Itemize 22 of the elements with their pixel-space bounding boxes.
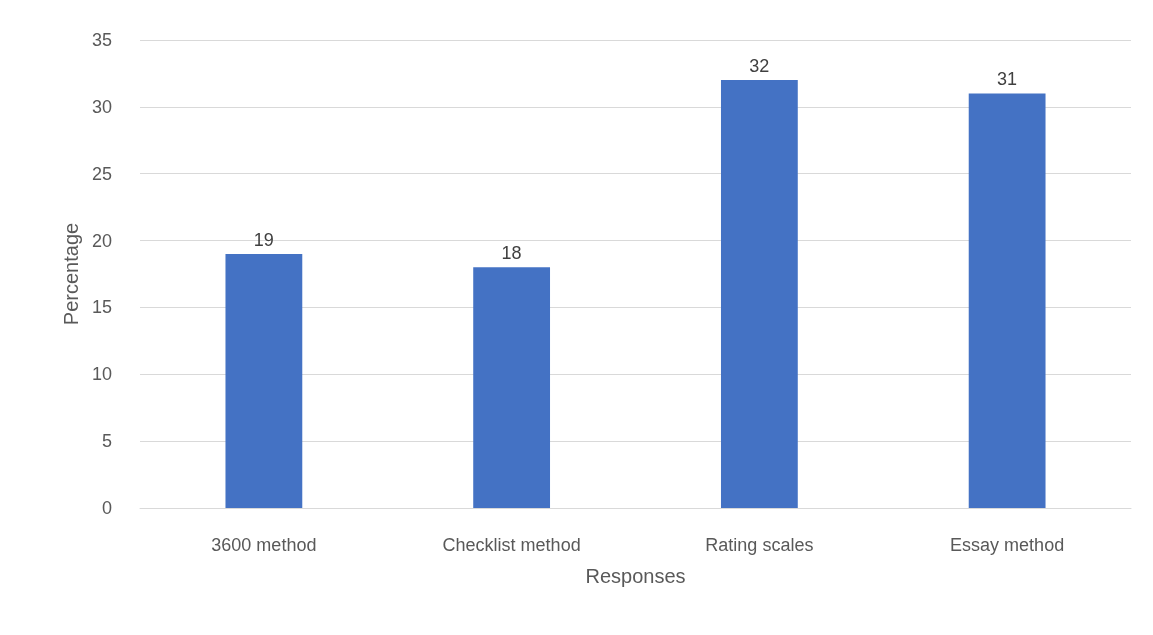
y-axis-title: Percentage (60, 222, 83, 326)
data-label: 19 (253, 229, 274, 250)
data-label: 32 (749, 56, 770, 77)
bar (968, 93, 1046, 508)
y-tick-label: 20 (91, 230, 112, 251)
x-tick-label: Rating scales (705, 535, 814, 555)
x-tick-label: 3600 method (211, 535, 317, 555)
x-axis-title: Responses (585, 565, 686, 587)
y-tick-label: 0 (101, 498, 112, 518)
bar (720, 80, 798, 508)
x-tick-label: Checklist method (442, 535, 581, 555)
y-tick-label: 10 (91, 364, 112, 385)
bar (225, 253, 303, 508)
data-label: 31 (997, 69, 1018, 90)
bar (473, 267, 551, 508)
y-tick-label: 15 (91, 297, 112, 318)
y-tick-label: 5 (101, 431, 112, 452)
data-label: 18 (501, 243, 522, 264)
y-tick-label: 35 (91, 30, 112, 50)
x-tick-label: Essay method (950, 535, 1065, 555)
y-tick-label: 25 (91, 163, 112, 184)
y-tick-label: 30 (91, 96, 112, 117)
